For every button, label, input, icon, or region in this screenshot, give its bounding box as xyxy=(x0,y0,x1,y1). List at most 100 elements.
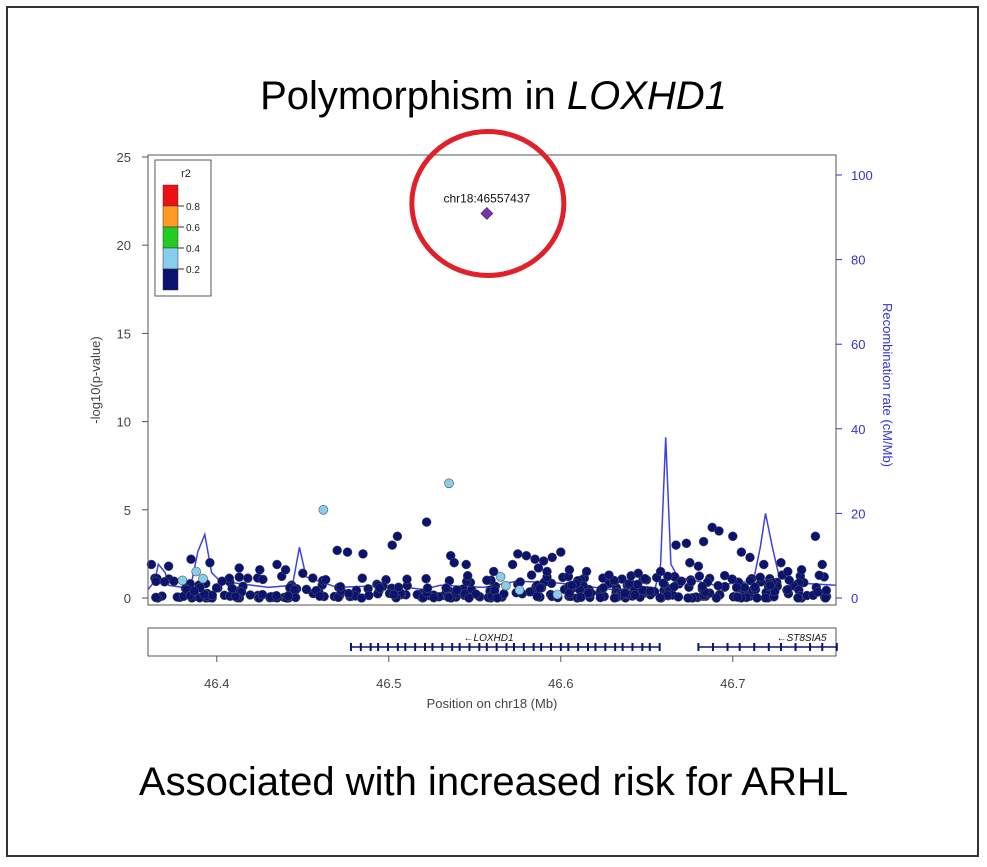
snp-point xyxy=(821,585,832,596)
y2-tick-label: 100 xyxy=(851,168,873,183)
gene-exon xyxy=(468,643,471,651)
snp-point xyxy=(205,557,215,568)
legend-label: 0.2 xyxy=(186,265,200,276)
gene-exon xyxy=(441,643,444,651)
snp-point xyxy=(714,526,724,536)
snp-point xyxy=(280,565,291,575)
snp-point xyxy=(393,582,404,593)
gene-exon xyxy=(697,643,700,651)
gene-exon xyxy=(485,643,488,651)
snp-point xyxy=(655,566,666,577)
snp-point xyxy=(567,580,577,591)
snp-point-r2-light xyxy=(444,478,454,489)
gene-exon xyxy=(577,643,580,651)
snp-point xyxy=(283,591,294,601)
snp-point xyxy=(547,552,557,563)
snp-point xyxy=(658,578,668,588)
snp-point xyxy=(681,538,692,549)
snp-point xyxy=(462,570,473,581)
snp-point xyxy=(673,592,684,602)
snp-point xyxy=(255,565,265,575)
snp-point xyxy=(745,552,755,563)
snp-point xyxy=(402,574,412,584)
gene-exon xyxy=(586,643,589,651)
snp-point-r2-light xyxy=(500,580,511,591)
snp-point xyxy=(492,593,503,603)
y-tick-label: 0 xyxy=(124,591,131,606)
snp-point xyxy=(461,559,471,570)
gene-exon xyxy=(767,643,770,651)
snp-point xyxy=(422,583,433,593)
gene-exon xyxy=(458,643,461,651)
snp-point xyxy=(421,573,431,584)
snp-point xyxy=(364,590,374,601)
gene-exon xyxy=(835,643,838,651)
gene-exon xyxy=(648,643,651,651)
snp-point xyxy=(530,554,540,564)
snp-point xyxy=(163,561,174,571)
snp-point xyxy=(234,572,245,582)
legend-swatch xyxy=(162,226,179,249)
y2-tick-label: 20 xyxy=(851,506,865,521)
gene-track: ←LOXHD1 ←ST8SIA5 xyxy=(349,633,838,651)
gene-exon xyxy=(431,643,434,651)
snp-point xyxy=(258,574,268,585)
snp-point xyxy=(814,570,825,581)
snp-point xyxy=(388,589,399,600)
snp-point xyxy=(640,573,650,584)
snp-point-r2-light xyxy=(191,566,201,577)
snp-point xyxy=(452,585,462,595)
snp-point xyxy=(556,547,566,557)
figure-title: Polymorphism in LOXHD1 xyxy=(0,74,987,119)
gene-exon xyxy=(779,643,782,651)
snp-point xyxy=(298,568,308,579)
snp-point-r2-light xyxy=(495,571,506,582)
snp-point xyxy=(532,591,542,602)
snp-point xyxy=(581,566,592,577)
snp-point xyxy=(521,550,532,561)
snp-point xyxy=(441,583,451,593)
snp-point xyxy=(392,531,403,542)
title-gene: LOXHD1 xyxy=(566,74,727,118)
gene-exon xyxy=(711,643,714,651)
y-axis-left: 0 5 10 15 20 25 xyxy=(117,150,148,606)
gene-exon xyxy=(495,643,498,651)
lead-snp-point xyxy=(480,207,494,220)
snp-point xyxy=(245,590,256,600)
snp-point xyxy=(151,592,161,603)
snp-point xyxy=(595,592,606,603)
snp-point xyxy=(515,577,525,587)
snp-point xyxy=(538,556,549,566)
gene-track-border xyxy=(147,627,837,657)
snp-point xyxy=(655,592,665,603)
snp-point-r2-light xyxy=(177,575,188,586)
gene-label: ←ST8SIA5 xyxy=(777,633,827,644)
snp-point xyxy=(358,549,368,559)
snp-point xyxy=(711,593,722,603)
snp-point xyxy=(669,581,679,592)
snp-point xyxy=(211,583,222,593)
gene-exon xyxy=(424,643,427,651)
snp-point xyxy=(374,583,385,593)
snp-point xyxy=(227,583,237,594)
snp-point xyxy=(428,592,439,603)
x-tick-label: 46.6 xyxy=(548,676,573,691)
snp-point xyxy=(320,574,331,585)
y-axis-label: -log10(p-value) xyxy=(88,336,103,423)
snp-point xyxy=(620,588,630,598)
snp-point-r2-light xyxy=(514,585,525,595)
snp-point xyxy=(421,517,432,527)
y-tick-label: 25 xyxy=(117,150,131,165)
snp-point xyxy=(663,571,673,582)
snp-point xyxy=(332,545,342,556)
snp-point-r2-light xyxy=(552,589,563,600)
snp-point xyxy=(488,566,499,577)
gene-exon xyxy=(359,643,362,651)
snp-point xyxy=(609,593,620,603)
snp-point xyxy=(745,575,756,586)
gene-exon xyxy=(512,643,515,651)
gene-exon xyxy=(349,643,352,651)
legend-swatch xyxy=(162,247,179,270)
r2-legend: r2 0.8 0.6 0.4 0.2 xyxy=(154,159,212,297)
